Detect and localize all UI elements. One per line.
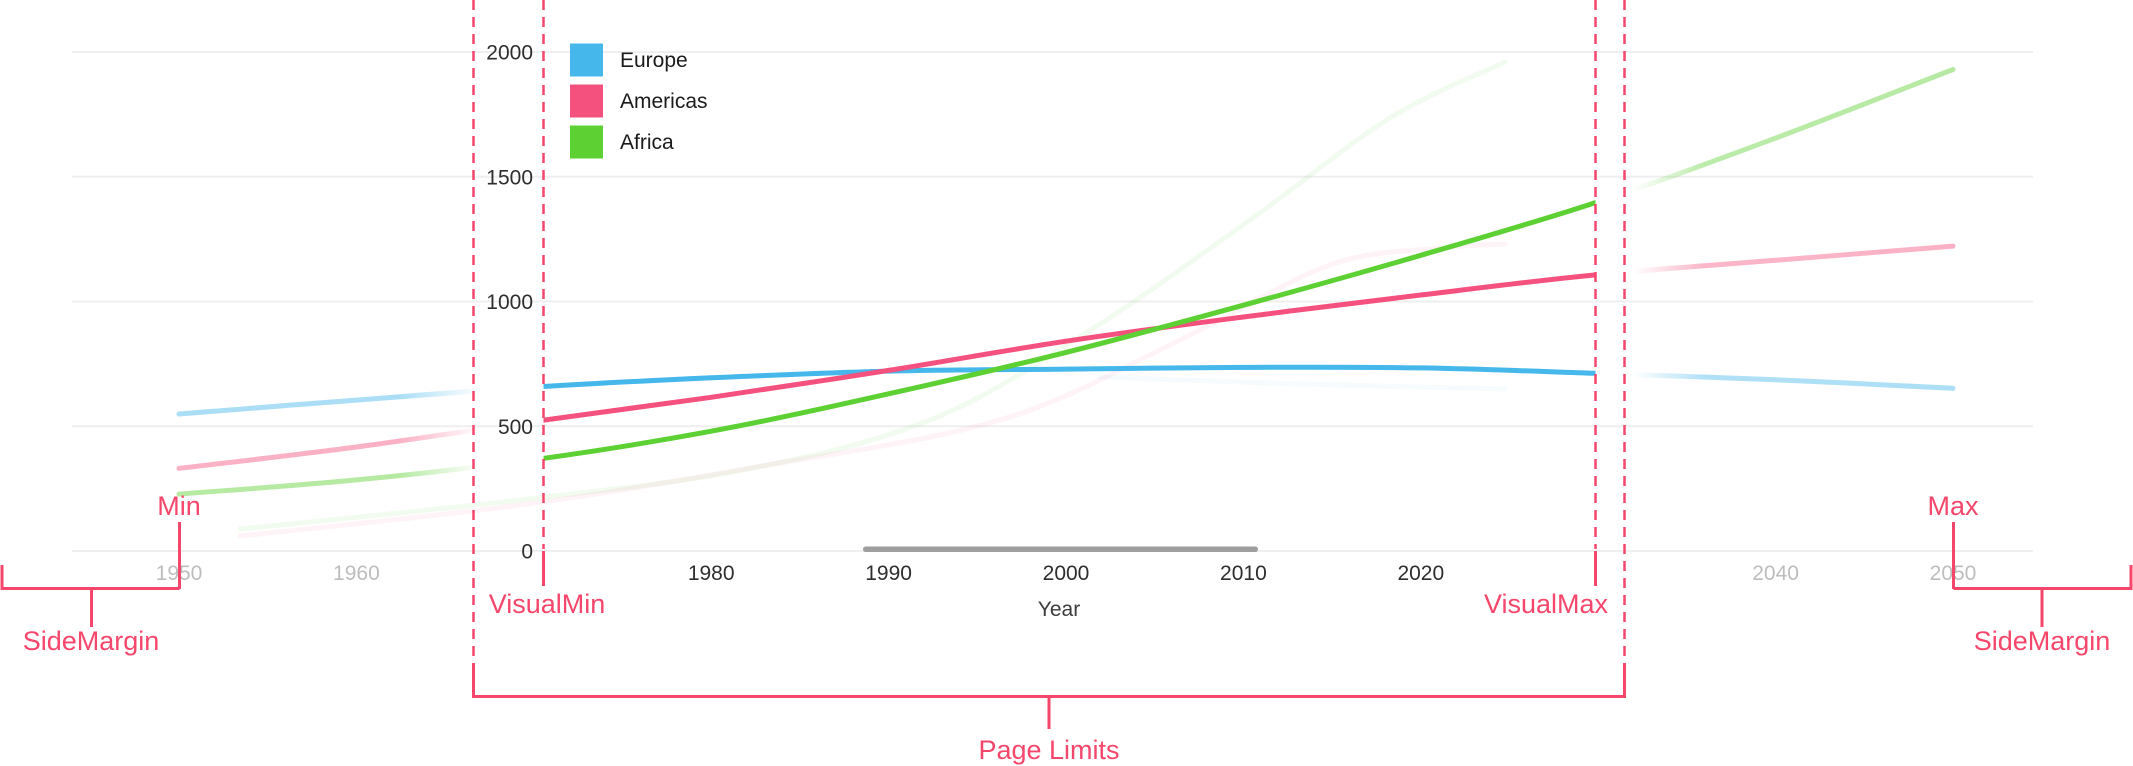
ghost-line bbox=[1097, 374, 1508, 392]
max-label: Max bbox=[1927, 491, 1979, 521]
min-label: Min bbox=[157, 491, 201, 521]
x-tick-label: 2040 bbox=[1752, 562, 1799, 585]
series-line-faded-right-americas bbox=[1633, 243, 1956, 274]
legend-swatch-africa bbox=[570, 125, 603, 159]
y-tick-label: 2000 bbox=[486, 42, 533, 65]
series-line-faded-right-africa bbox=[1633, 67, 1956, 193]
page-limits-label: Page Limits bbox=[978, 735, 1119, 765]
visual-min-label: VisualMin bbox=[489, 589, 606, 619]
legend: Europe Americas Africa bbox=[570, 43, 708, 159]
y-tick-label: 1500 bbox=[486, 166, 533, 189]
side-margin-left-bracket bbox=[0, 565, 180, 590]
legend-item-americas[interactable]: Americas bbox=[570, 84, 708, 118]
side-margin-right-bracket bbox=[1953, 565, 2133, 590]
x-tick-label: 2010 bbox=[1220, 562, 1267, 585]
ghost-line bbox=[237, 241, 1508, 539]
side-margin-left-label: SideMargin bbox=[23, 626, 160, 656]
x-tick-label: 2000 bbox=[1043, 562, 1090, 585]
side-margin-right-label: SideMargin bbox=[1974, 626, 2111, 656]
x-axis-title: Year bbox=[1038, 598, 1080, 621]
scrollbar-thumb[interactable] bbox=[863, 546, 1258, 553]
legend-label: Americas bbox=[620, 90, 708, 113]
series-line-americas bbox=[543, 272, 1596, 423]
series-line-africa bbox=[543, 199, 1596, 461]
legend-label: Africa bbox=[620, 131, 674, 154]
ghost-lines bbox=[237, 59, 1508, 539]
x-scrollbar bbox=[863, 546, 1258, 553]
legend-swatch-europe bbox=[570, 43, 603, 77]
legend-swatch-americas bbox=[570, 84, 603, 118]
gridlines-and-y-axis: 0 500 1000 1500 2000 bbox=[72, 42, 2033, 564]
series-line-europe bbox=[543, 364, 1596, 390]
y-tick-label: 0 bbox=[521, 541, 533, 564]
x-tick-label: 2020 bbox=[1397, 562, 1444, 585]
visual-max-label: VisualMax bbox=[1484, 589, 1609, 619]
x-tick-label: 1960 bbox=[333, 562, 380, 585]
series-line-faded-right-europe bbox=[1633, 372, 1956, 391]
x-axis-labels: 1950 1960 1980 1990 2000 2010 2020 2040 2050 bbox=[156, 562, 1977, 585]
series-line-faded-left-africa bbox=[176, 463, 481, 497]
legend-item-europe[interactable]: Europe bbox=[570, 43, 688, 77]
page-limits-bracket bbox=[472, 663, 1626, 698]
series-line-faded-left-americas bbox=[176, 426, 481, 471]
x-tick-label: 1980 bbox=[688, 562, 735, 585]
series-line-faded-left-europe bbox=[176, 388, 481, 417]
x-tick-label: 1990 bbox=[865, 562, 912, 585]
ghost-line bbox=[237, 59, 1508, 532]
legend-item-africa[interactable]: Africa bbox=[570, 125, 674, 159]
y-tick-label: 1000 bbox=[486, 291, 533, 314]
legend-label: Europe bbox=[620, 49, 688, 72]
y-tick-label: 500 bbox=[498, 416, 533, 439]
series-lines bbox=[176, 67, 1956, 497]
